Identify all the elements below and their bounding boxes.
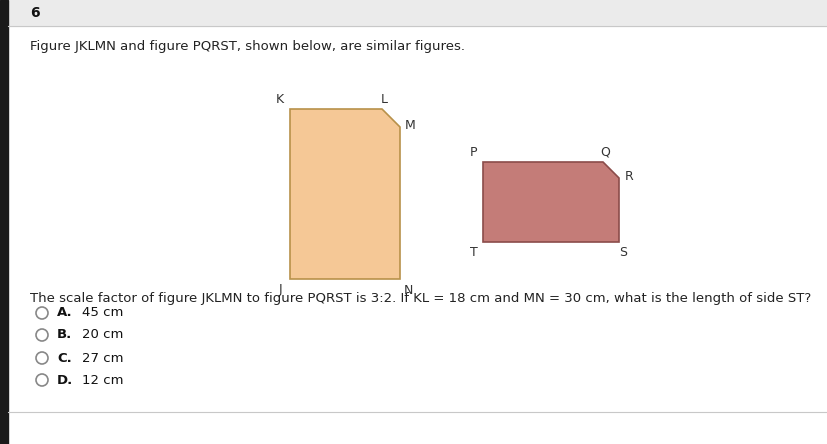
Text: 27 cm: 27 cm (82, 352, 123, 365)
Polygon shape (482, 162, 619, 242)
Text: C.: C. (57, 352, 72, 365)
Text: N: N (403, 284, 412, 297)
Text: 12 cm: 12 cm (82, 373, 123, 386)
Text: L: L (380, 92, 387, 106)
Text: D.: D. (57, 373, 73, 386)
Text: 6: 6 (30, 6, 40, 20)
Text: S: S (619, 246, 626, 259)
Text: J: J (278, 284, 281, 297)
Text: K: K (275, 92, 284, 106)
Polygon shape (289, 109, 399, 279)
Text: 45 cm: 45 cm (82, 306, 123, 320)
Bar (0, 0, 8, 444)
Text: P: P (470, 146, 477, 159)
Text: R: R (624, 170, 633, 182)
Text: Figure JKLMN and figure PQRST, shown below, are similar figures.: Figure JKLMN and figure PQRST, shown bel… (30, 40, 465, 53)
Text: 20 cm: 20 cm (82, 329, 123, 341)
Text: M: M (404, 119, 415, 131)
Text: The scale factor of figure JKLMN to figure PQRST is 3:2. If KL = 18 cm and MN = : The scale factor of figure JKLMN to figu… (30, 292, 810, 305)
Text: B.: B. (57, 329, 72, 341)
Text: Q: Q (600, 146, 609, 159)
Text: T: T (470, 246, 477, 259)
Bar (8, 0, 827, 26)
Text: A.: A. (57, 306, 73, 320)
